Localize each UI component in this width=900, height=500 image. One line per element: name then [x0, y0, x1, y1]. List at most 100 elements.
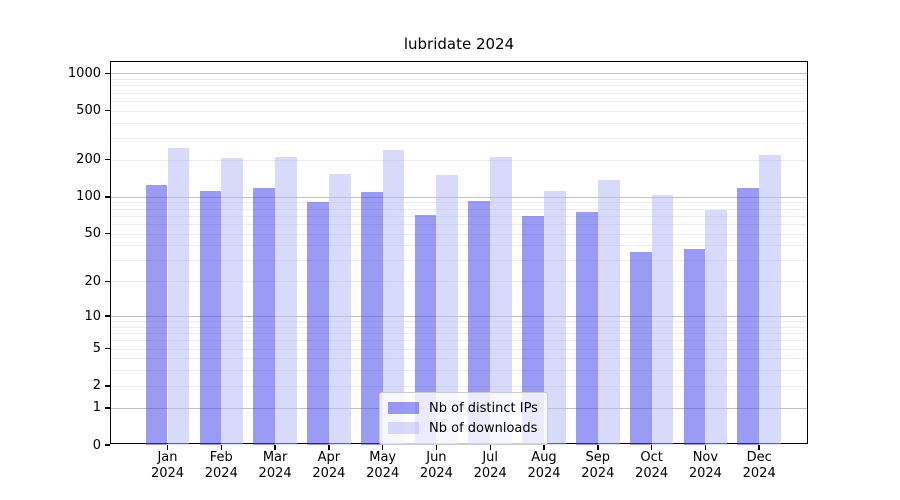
- bar-nb-of-distinct-ips-nov: [683, 249, 706, 445]
- y-tick-5: [104, 347, 110, 350]
- bar-nb-of-distinct-ips-oct: [629, 252, 652, 445]
- y-tick-0: [104, 444, 110, 446]
- y-tick-label-2: 2: [92, 378, 101, 394]
- y-tick-20: [104, 280, 110, 282]
- y-tick-label-5: 5: [92, 341, 101, 357]
- x-tick-label-apr: Apr 2024: [312, 450, 346, 481]
- legend: Nb of distinct IPs Nb of downloads: [379, 392, 548, 445]
- y-gridline-minor-400: [111, 122, 807, 124]
- y-gridline-minor-80: [111, 208, 807, 210]
- y-gridline-minor-90: [111, 202, 807, 204]
- y-gridline-minor-30: [111, 260, 807, 262]
- y-tick-label-200: 200: [76, 152, 101, 168]
- x-tick-label-sep: Sep 2024: [581, 450, 615, 481]
- legend-label-downloads: Nb of downloads: [429, 420, 538, 436]
- y-gridline-minor-20: [111, 281, 807, 283]
- y-gridline-minor-4: [111, 358, 807, 360]
- chart-title: lubridate 2024: [403, 35, 515, 53]
- y-gridline-minor-200: [111, 159, 807, 161]
- legend-label-distinct-ips: Nb of distinct IPs: [429, 400, 538, 416]
- y-gridline-minor-700: [111, 92, 807, 94]
- bar-nb-of-downloads-jul: [490, 156, 512, 445]
- bar-nb-of-downloads-mar: [275, 156, 297, 445]
- y-tick-50: [104, 232, 110, 235]
- y-gridline-minor-800: [111, 85, 807, 87]
- y-tick-label-1000: 1000: [67, 65, 101, 81]
- x-tick-may: [381, 444, 384, 450]
- bar-nb-of-distinct-ips-sep: [576, 212, 598, 445]
- y-gridline-minor-60: [111, 223, 807, 225]
- y-tick-1: [104, 407, 110, 409]
- x-tick-apr: [328, 444, 330, 450]
- bar-nb-of-downloads-sep: [597, 179, 620, 445]
- bar-nb-of-downloads-dec: [759, 155, 781, 445]
- x-tick-label-jul: Jul 2024: [473, 450, 507, 481]
- y-tick-label-1: 1: [92, 400, 101, 416]
- bar-nb-of-downloads-aug: [544, 190, 566, 445]
- y-tick-1000: [104, 72, 110, 75]
- y-gridline-minor-7: [111, 333, 807, 335]
- legend-entry-downloads: Nb of downloads: [388, 418, 539, 438]
- x-tick-mar: [274, 444, 276, 450]
- x-tick-jan: [166, 444, 169, 450]
- bar-nb-of-distinct-ips-jun: [414, 214, 437, 445]
- bar-nb-of-distinct-ips-aug: [522, 216, 544, 445]
- y-gridline-minor-5: [111, 348, 807, 350]
- x-tick-label-dec: Dec 2024: [742, 450, 776, 481]
- x-tick-label-mar: Mar 2024: [258, 450, 292, 481]
- y-gridline-minor-3: [111, 370, 807, 372]
- y-tick-label-10: 10: [84, 308, 101, 324]
- bar-nb-of-downloads-may: [382, 149, 405, 445]
- y-tick-label-500: 500: [76, 103, 101, 118]
- legend-swatch-distinct-ips: [388, 402, 419, 414]
- y-tick-100: [104, 196, 110, 198]
- y-gridline-major-1000: [111, 73, 807, 75]
- y-tick-label-0: 0: [92, 437, 101, 453]
- bar-nb-of-downloads-nov: [705, 209, 728, 445]
- bar-nb-of-distinct-ips-may: [360, 192, 383, 445]
- bar-nb-of-downloads-jun: [436, 175, 459, 445]
- y-gridline-minor-9: [111, 321, 807, 323]
- x-tick-dec: [758, 444, 760, 450]
- x-tick-label-nov: Nov 2024: [688, 450, 722, 481]
- y-gridline-minor-8: [111, 326, 807, 328]
- x-tick-oct: [650, 444, 653, 450]
- bar-nb-of-downloads-feb: [221, 158, 244, 445]
- y-gridline-minor-70: [111, 215, 807, 217]
- x-tick-label-may: May 2024: [366, 450, 400, 481]
- x-tick-label-jan: Jan 2024: [150, 450, 185, 481]
- y-gridline-minor-500: [111, 110, 807, 112]
- y-tick-10: [104, 315, 110, 317]
- legend-swatch-downloads: [388, 422, 419, 434]
- y-tick-200: [104, 158, 110, 161]
- bar-nb-of-downloads-oct: [651, 194, 674, 445]
- bar-nb-of-distinct-ips-jul: [468, 200, 491, 445]
- y-gridline-minor-2: [111, 385, 807, 387]
- x-tick-jun: [435, 444, 438, 450]
- y-gridline-minor-50: [111, 233, 807, 235]
- bar-nb-of-distinct-ips-apr: [307, 202, 329, 445]
- y-gridline-minor-600: [111, 100, 807, 102]
- y-gridline-major-10: [111, 316, 807, 317]
- x-tick-label-oct: Oct 2024: [635, 450, 669, 481]
- bar-nb-of-distinct-ips-dec: [737, 188, 760, 445]
- x-tick-sep: [597, 444, 599, 450]
- y-tick-label-100: 100: [76, 189, 101, 205]
- bar-nb-of-distinct-ips-jan: [145, 185, 168, 445]
- x-tick-aug: [543, 444, 545, 450]
- bar-nb-of-downloads-apr: [328, 174, 351, 445]
- x-tick-nov: [704, 444, 707, 450]
- x-tick-label-feb: Feb 2024: [204, 450, 238, 481]
- bar-nb-of-distinct-ips-feb: [199, 190, 222, 445]
- bar-nb-of-distinct-ips-mar: [253, 187, 276, 445]
- x-tick-jul: [489, 444, 491, 450]
- bar-nb-of-downloads-jan: [167, 147, 190, 445]
- x-tick-label-aug: Aug 2024: [527, 450, 561, 481]
- plot-area: Nb of distinct IPs Nb of downloads 1000 5…: [68, 61, 808, 481]
- x-tick-feb: [220, 444, 222, 450]
- y-tick-label-20: 20: [84, 273, 101, 289]
- y-gridline-major-100: [111, 196, 807, 198]
- y-gridline-minor-40: [111, 245, 807, 247]
- y-gridline-minor-6: [111, 340, 807, 342]
